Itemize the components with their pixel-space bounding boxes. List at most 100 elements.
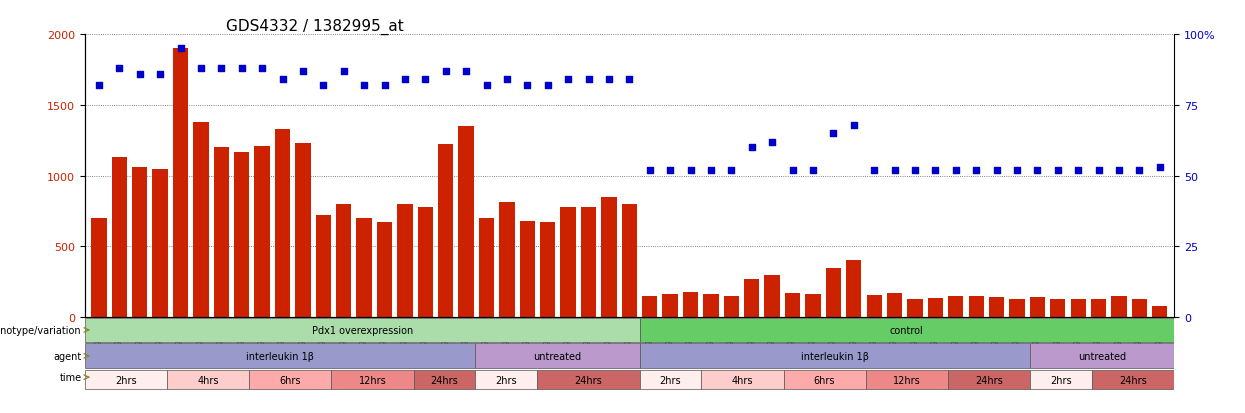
Bar <box>234 152 249 317</box>
Bar <box>295 144 310 317</box>
Bar <box>377 223 392 317</box>
Point <box>558 77 578 83</box>
Point <box>660 167 680 174</box>
Bar <box>784 293 801 317</box>
Bar <box>908 299 923 317</box>
Point <box>762 139 782 146</box>
Text: 24hrs: 24hrs <box>431 375 458 385</box>
Point <box>1027 167 1047 174</box>
Bar <box>458 127 474 317</box>
Bar <box>479 218 494 317</box>
Point <box>823 131 843 137</box>
Bar <box>662 294 677 317</box>
Text: Pdx1 overexpression: Pdx1 overexpression <box>311 325 413 335</box>
Bar <box>1030 344 1174 368</box>
Bar <box>438 145 453 317</box>
Bar <box>621 204 637 317</box>
Bar <box>867 295 881 317</box>
Bar <box>85 318 640 342</box>
Bar <box>417 207 433 317</box>
Text: untreated: untreated <box>533 351 581 361</box>
Point <box>436 69 456 75</box>
Point <box>701 167 721 174</box>
Bar <box>499 203 514 317</box>
Text: interleukin 1β: interleukin 1β <box>247 351 314 361</box>
Point <box>864 167 884 174</box>
Bar <box>1112 297 1127 317</box>
Bar <box>865 370 947 389</box>
Text: 4hrs: 4hrs <box>732 375 753 385</box>
Point <box>232 66 251 72</box>
Point <box>599 77 619 83</box>
Text: 6hrs: 6hrs <box>814 375 835 385</box>
Bar <box>1050 299 1066 317</box>
Text: 2hrs: 2hrs <box>1051 375 1072 385</box>
Bar <box>112 158 127 317</box>
Bar <box>214 148 229 317</box>
Bar <box>1071 299 1086 317</box>
Bar <box>249 370 331 389</box>
Point <box>151 71 171 78</box>
Bar <box>886 293 903 317</box>
Bar <box>85 370 167 389</box>
Text: 2hrs: 2hrs <box>115 375 137 385</box>
Bar <box>316 216 331 317</box>
Text: 2hrs: 2hrs <box>496 375 517 385</box>
Point <box>88 83 108 89</box>
Point <box>477 83 497 89</box>
Point <box>354 83 374 89</box>
Point <box>986 167 1006 174</box>
Bar <box>806 294 820 317</box>
Bar <box>642 297 657 317</box>
Point <box>1007 167 1027 174</box>
Bar <box>275 130 290 317</box>
Point <box>579 77 599 83</box>
Bar <box>132 168 147 317</box>
Point <box>1068 167 1088 174</box>
Point <box>925 167 945 174</box>
Text: 2hrs: 2hrs <box>660 375 681 385</box>
Bar <box>783 370 865 389</box>
Bar <box>560 207 575 317</box>
Text: untreated: untreated <box>1078 351 1127 361</box>
Text: 12hrs: 12hrs <box>359 375 386 385</box>
Point <box>742 145 762 151</box>
Point <box>1088 167 1108 174</box>
Text: control: control <box>890 325 924 335</box>
Bar <box>640 344 1030 368</box>
Point <box>129 71 149 78</box>
Text: 6hrs: 6hrs <box>279 375 301 385</box>
Text: 24hrs: 24hrs <box>1119 375 1147 385</box>
Bar <box>336 204 351 317</box>
Bar <box>764 275 779 317</box>
Text: agent: agent <box>54 351 81 361</box>
Point <box>273 77 293 83</box>
Point <box>681 167 701 174</box>
Bar <box>745 279 759 317</box>
Bar <box>969 297 984 317</box>
Bar <box>928 298 942 317</box>
Bar <box>701 370 783 389</box>
Bar <box>1030 370 1092 389</box>
Point <box>885 167 905 174</box>
Point <box>314 83 334 89</box>
Bar <box>413 370 476 389</box>
Bar <box>723 297 740 317</box>
Bar <box>476 370 537 389</box>
Bar <box>254 147 270 317</box>
Bar <box>1030 297 1045 317</box>
Bar <box>1092 370 1174 389</box>
Bar <box>601 197 616 317</box>
Text: 24hrs: 24hrs <box>574 375 603 385</box>
Text: 24hrs: 24hrs <box>975 375 1003 385</box>
Point <box>966 167 986 174</box>
Point <box>212 66 232 72</box>
Point <box>171 46 190 52</box>
Bar <box>1091 299 1107 317</box>
Point <box>946 167 966 174</box>
Bar <box>356 218 372 317</box>
Bar <box>167 370 249 389</box>
Bar <box>1132 299 1147 317</box>
Point <box>1048 167 1068 174</box>
Bar <box>825 268 842 317</box>
